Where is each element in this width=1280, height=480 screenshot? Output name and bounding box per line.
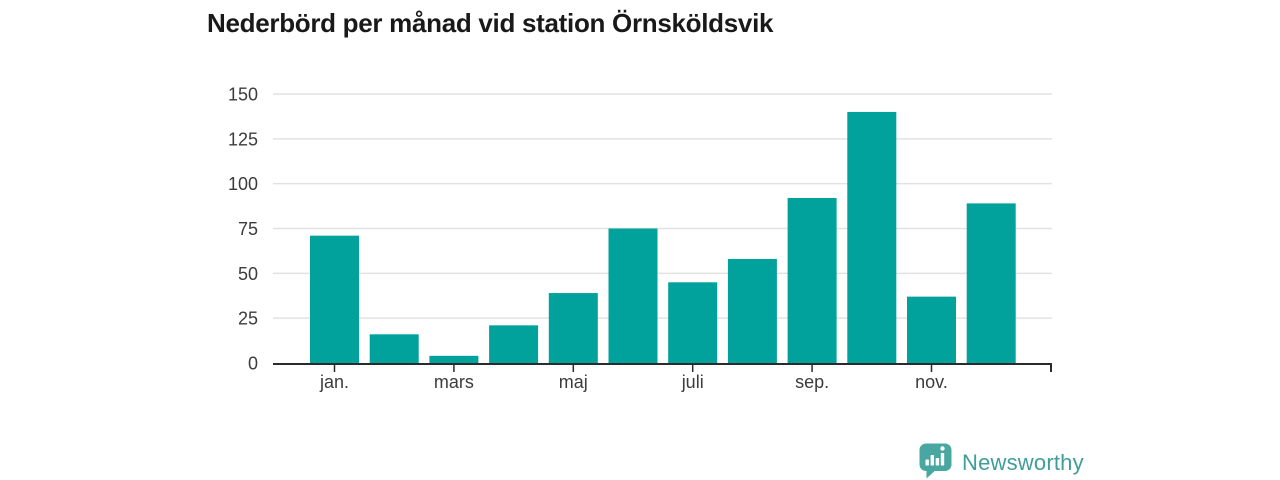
y-tick-label: 100 xyxy=(228,174,258,194)
x-tick-label: maj xyxy=(559,372,588,392)
y-tick-label: 75 xyxy=(238,219,258,239)
bar-maj xyxy=(548,293,598,363)
bar-apr xyxy=(489,325,539,363)
y-tick-label: 150 xyxy=(228,85,258,105)
x-tick-label: nov. xyxy=(915,372,948,392)
x-tick-label: juli xyxy=(681,372,704,392)
y-tick-label: 0 xyxy=(248,354,258,374)
bar-juli xyxy=(668,282,718,363)
bar-nov xyxy=(907,296,956,363)
newsworthy-logo-icon xyxy=(917,441,954,480)
y-tick-label: 25 xyxy=(238,309,258,329)
x-tick-label: mars xyxy=(434,372,474,392)
newsworthy-logo: Newsworthy xyxy=(917,441,1084,480)
bar-juni xyxy=(608,228,658,363)
x-tick-label: jan. xyxy=(319,372,349,392)
bar-dec xyxy=(966,203,1016,363)
bar-feb xyxy=(369,334,419,363)
y-tick-label: 50 xyxy=(238,264,258,284)
newsworthy-logo-text: Newsworthy xyxy=(962,449,1084,475)
bar-mars xyxy=(429,355,479,363)
chart-title: Nederbörd per månad vid station Örnsköld… xyxy=(207,8,774,38)
y-tick-label: 125 xyxy=(228,129,258,149)
bar-aug xyxy=(727,258,777,363)
bar-okt xyxy=(847,111,897,363)
bar-sep xyxy=(787,198,837,363)
x-tick-label: sep. xyxy=(795,372,829,392)
bar-jan xyxy=(310,235,359,363)
